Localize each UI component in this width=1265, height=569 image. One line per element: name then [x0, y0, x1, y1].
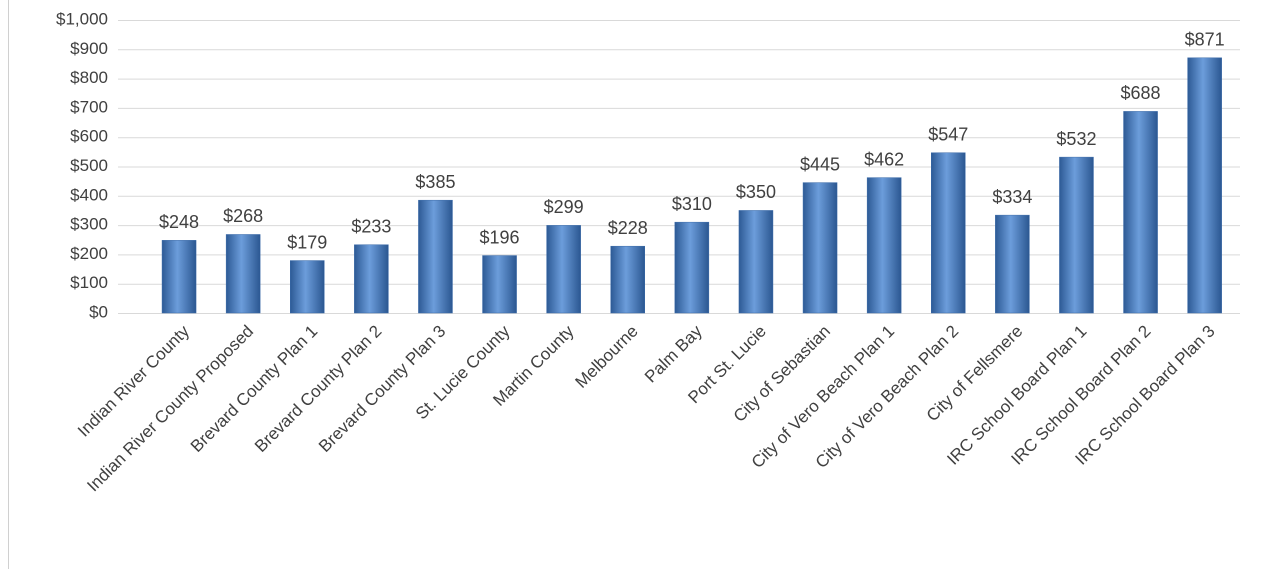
x-tick-label: Indian River County — [74, 321, 193, 440]
bar — [802, 182, 838, 314]
value-label: $196 — [480, 227, 520, 247]
value-label: $233 — [351, 216, 391, 236]
bar — [674, 221, 710, 314]
y-tick-label: $900 — [70, 39, 108, 58]
value-label: $310 — [672, 194, 712, 214]
bar — [482, 255, 517, 314]
bar — [995, 214, 1030, 314]
y-tick-label: $400 — [70, 185, 108, 204]
bar — [931, 152, 966, 314]
x-tick-label: Brevard County Plan 3 — [315, 322, 449, 456]
x-tick-label: Brevard County Plan 1 — [187, 322, 321, 456]
bar — [546, 225, 581, 314]
value-label: $248 — [159, 212, 199, 232]
y-tick-label: $200 — [70, 244, 108, 263]
bar — [1059, 156, 1094, 314]
value-label: $688 — [1121, 83, 1161, 103]
value-label: $445 — [800, 154, 840, 174]
y-tick-label: $500 — [70, 156, 108, 175]
bar — [161, 240, 197, 314]
bar — [866, 177, 902, 314]
value-label: $385 — [415, 172, 455, 192]
value-label: $299 — [544, 197, 584, 217]
value-label: $547 — [928, 124, 968, 144]
y-tick-label: $300 — [70, 215, 108, 234]
y-tick-label: $100 — [70, 273, 108, 292]
x-tick-label: Melbourne — [572, 322, 642, 392]
value-label: $228 — [608, 218, 648, 238]
y-tick-label: $1,000 — [56, 9, 108, 28]
bar — [738, 210, 774, 314]
x-tick-label: Palm Bay — [641, 321, 706, 386]
y-tick-label: $800 — [70, 68, 108, 87]
value-label: $532 — [1056, 129, 1096, 149]
value-label: $179 — [287, 232, 327, 252]
value-label: $350 — [736, 182, 776, 202]
bar — [225, 234, 261, 314]
value-label: $268 — [223, 206, 263, 226]
y-tick-label: $0 — [89, 302, 108, 321]
bar — [418, 199, 453, 314]
value-label: $871 — [1185, 30, 1225, 50]
y-tick-label: $600 — [70, 127, 108, 146]
y-tick-label: $700 — [70, 97, 108, 116]
bar — [1187, 57, 1222, 314]
value-label: $462 — [864, 149, 904, 169]
bar — [290, 260, 325, 314]
bar — [610, 245, 645, 314]
x-tick-label: Brevard County Plan 2 — [251, 322, 385, 456]
bar — [1123, 111, 1158, 314]
value-label: $334 — [992, 187, 1032, 207]
bar — [354, 244, 389, 314]
